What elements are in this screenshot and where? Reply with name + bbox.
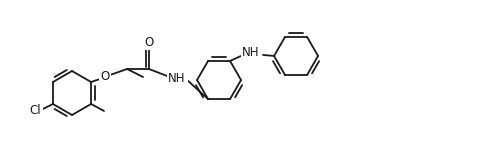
Text: NH: NH <box>242 46 260 59</box>
Text: NH: NH <box>168 73 186 86</box>
Text: O: O <box>145 35 154 49</box>
Text: O: O <box>100 71 110 83</box>
Text: Cl: Cl <box>29 104 41 117</box>
